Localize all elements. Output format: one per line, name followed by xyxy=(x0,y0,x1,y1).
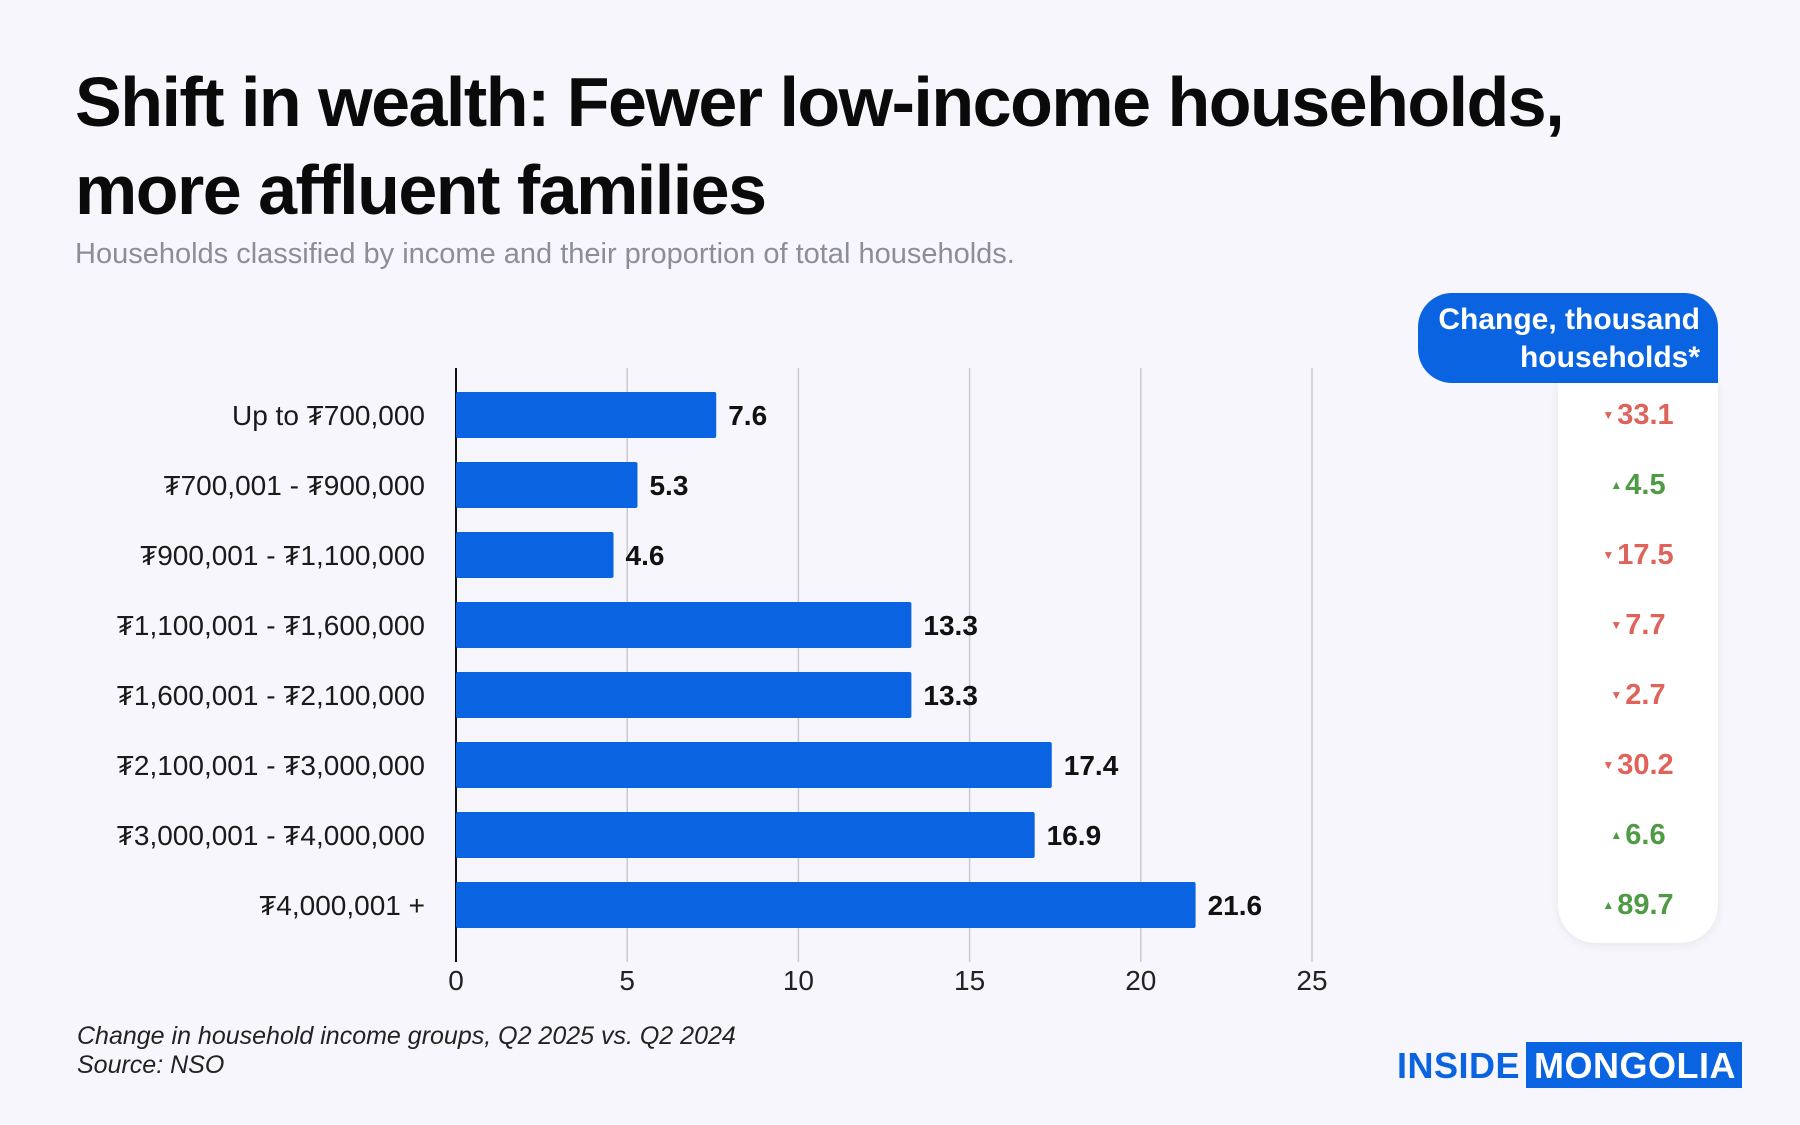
change-value: ▲ 89.7 xyxy=(1558,885,1718,925)
change-value: ▼ 17.5 xyxy=(1558,535,1718,575)
bar-value-label: 16.9 xyxy=(1047,820,1102,851)
footnote-source: Source: NSO xyxy=(77,1051,225,1079)
x-tick-label: 20 xyxy=(1125,965,1156,996)
change-number: 2.7 xyxy=(1625,678,1666,711)
triangle-down-icon: ▼ xyxy=(1610,688,1623,702)
bar-value-label: 7.6 xyxy=(728,400,767,431)
change-column-header: Change, thousand households* xyxy=(1418,293,1718,383)
bar xyxy=(456,532,614,578)
change-number: 89.7 xyxy=(1617,888,1674,921)
triangle-up-icon: ▲ xyxy=(1610,478,1623,492)
category-label: Up to ₮700,000 xyxy=(232,400,425,431)
chart-title: Shift in wealth: Fewer low-income househ… xyxy=(75,63,1565,229)
x-tick-label: 25 xyxy=(1296,965,1327,996)
x-tick-label: 10 xyxy=(783,965,814,996)
bar-value-label: 21.6 xyxy=(1208,890,1263,921)
triangle-down-icon: ▼ xyxy=(1602,758,1615,772)
change-column-panel: ▼ 33.1 ▲ 4.5 ▼ 17.5 ▼ 7.7 ▼ 2.7 ▼ 30.2 ▲ 6.6 ▲ 89.7 xyxy=(1558,383,1718,943)
bar-value-label: 13.3 xyxy=(923,680,978,711)
bar xyxy=(456,462,638,508)
footnote: Change in household income groups, Q2 20… xyxy=(77,1022,736,1080)
bar-value-label: 17.4 xyxy=(1064,750,1119,781)
bar-value-label: 4.6 xyxy=(626,540,665,571)
chart-subtitle: Households classified by income and thei… xyxy=(75,238,1015,270)
change-value: ▲ 6.6 xyxy=(1558,815,1718,855)
bar xyxy=(456,742,1052,788)
change-number: 7.7 xyxy=(1625,608,1666,641)
category-label: ₮900,001 - ₮1,100,000 xyxy=(140,540,425,571)
category-label: ₮1,100,001 - ₮1,600,000 xyxy=(117,610,425,641)
x-tick-label: 0 xyxy=(448,965,464,996)
change-value: ▲ 4.5 xyxy=(1558,465,1718,505)
change-value: ▼ 2.7 xyxy=(1558,675,1718,715)
category-label: ₮4,000,001 + xyxy=(259,890,425,921)
bar xyxy=(456,392,717,438)
inside-mongolia-logo: INSIDE MONGOLIA xyxy=(1397,1042,1743,1088)
triangle-up-icon: ▲ xyxy=(1610,828,1623,842)
bar xyxy=(456,812,1035,858)
change-number: 4.5 xyxy=(1625,468,1666,501)
bar xyxy=(456,602,912,648)
x-tick-label: 15 xyxy=(954,965,985,996)
bar-value-label: 13.3 xyxy=(923,610,978,641)
change-number: 33.1 xyxy=(1617,398,1674,431)
change-value: ▼ 33.1 xyxy=(1558,395,1718,435)
bar xyxy=(456,672,912,718)
bar xyxy=(456,882,1196,928)
change-value: ▼ 30.2 xyxy=(1558,745,1718,785)
change-value: ▼ 7.7 xyxy=(1558,605,1718,645)
logo-part-mongolia: MONGOLIA xyxy=(1526,1042,1743,1088)
category-label: ₮700,001 - ₮900,000 xyxy=(163,470,425,501)
category-label: ₮3,000,001 - ₮4,000,000 xyxy=(117,820,425,851)
triangle-up-icon: ▲ xyxy=(1602,898,1615,912)
category-label: ₮2,100,001 - ₮3,000,000 xyxy=(117,750,425,781)
footnote-note: Change in household income groups, Q2 20… xyxy=(77,1022,736,1050)
bar-value-label: 5.3 xyxy=(649,470,688,501)
change-number: 30.2 xyxy=(1617,748,1674,781)
logo-part-inside: INSIDE xyxy=(1397,1045,1521,1086)
triangle-down-icon: ▼ xyxy=(1602,548,1615,562)
triangle-down-icon: ▼ xyxy=(1610,618,1623,632)
x-tick-label: 5 xyxy=(619,965,635,996)
change-number: 17.5 xyxy=(1617,538,1674,571)
category-label: ₮1,600,001 - ₮2,100,000 xyxy=(117,680,425,711)
change-number: 6.6 xyxy=(1625,818,1666,851)
triangle-down-icon: ▼ xyxy=(1602,408,1615,422)
